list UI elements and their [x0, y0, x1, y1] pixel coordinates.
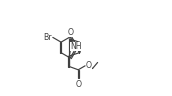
Text: O: O	[75, 80, 81, 89]
Text: O: O	[68, 28, 74, 37]
Text: Br: Br	[43, 33, 52, 42]
Text: O: O	[86, 61, 92, 70]
Text: NH: NH	[70, 42, 81, 50]
